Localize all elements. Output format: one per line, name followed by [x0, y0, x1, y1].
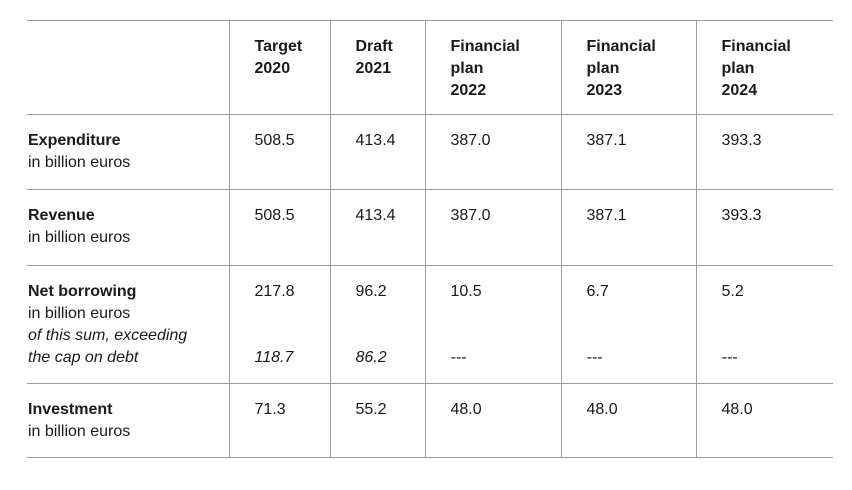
- row-label-investment: Investment in billion euros: [27, 383, 229, 458]
- header-row: Target 2020 Draft 2021 Financial plan 20…: [27, 20, 833, 115]
- cell-value: 6.7: [586, 283, 609, 300]
- cell-investment-plan-2024: 48.0: [695, 383, 833, 458]
- cell-revenue-plan-2023: 387.1: [560, 189, 696, 266]
- row-label-revenue: Revenue in billion euros: [27, 189, 229, 266]
- row-subtitle: in billion euros: [28, 154, 131, 171]
- cell-value: 217.8: [254, 283, 295, 300]
- row-subtitle: in billion euros: [28, 423, 131, 440]
- cell-note-value: ---: [586, 349, 603, 366]
- cell-note-value: ---: [450, 349, 467, 366]
- cell-expenditure-draft-2021: 413.4: [329, 114, 425, 190]
- cell-expenditure-target-2020: 508.5: [228, 114, 330, 190]
- cell-net-borrowing-plan-2022: 10.5 ---: [424, 265, 561, 384]
- financial-plan-table: Target 2020 Draft 2021 Financial plan 20…: [27, 20, 833, 458]
- cell-investment-plan-2023: 48.0: [560, 383, 696, 458]
- cell-investment-draft-2021: 55.2: [329, 383, 425, 458]
- cell-net-borrowing-plan-2024: 5.2 ---: [695, 265, 833, 384]
- row-label-expenditure: Expenditure in billion euros: [27, 114, 229, 190]
- cell-note-value: 118.7: [254, 349, 294, 366]
- cell-revenue-draft-2021: 413.4: [329, 189, 425, 266]
- cell-revenue-plan-2022: 387.0: [424, 189, 561, 266]
- cell-revenue-target-2020: 508.5: [228, 189, 330, 266]
- row-title: Investment: [28, 401, 113, 418]
- table-row-investment: Investment in billion euros 71.3 55.2 48…: [27, 383, 833, 458]
- row-subtitle: in billion euros: [28, 229, 131, 246]
- cell-value: 10.5: [450, 283, 482, 300]
- header-cell-financial-plan-2022: Financial plan 2022: [424, 20, 561, 115]
- row-label-net-borrowing: Net borrowing in billion euros of this s…: [27, 265, 229, 384]
- financial-plan-table-container: Target 2020 Draft 2021 Financial plan 20…: [27, 20, 833, 458]
- cell-expenditure-plan-2022: 387.0: [424, 114, 561, 190]
- cell-expenditure-plan-2024: 393.3: [695, 114, 833, 190]
- row-note: of this sum, exceeding the cap on debt: [28, 327, 188, 366]
- header-cell-empty: [27, 20, 229, 115]
- cell-net-borrowing-draft-2021: 96.2 86.2: [329, 265, 425, 384]
- cell-note-value: ---: [721, 349, 738, 366]
- header-cell-target-2020: Target 2020: [228, 20, 330, 115]
- header-cell-financial-plan-2024: Financial plan 2024: [695, 20, 833, 115]
- cell-investment-target-2020: 71.3: [228, 383, 330, 458]
- cell-revenue-plan-2024: 393.3: [695, 189, 833, 266]
- header-cell-financial-plan-2023: Financial plan 2023: [560, 20, 696, 115]
- cell-note-value: 86.2: [355, 349, 387, 366]
- cell-expenditure-plan-2023: 387.1: [560, 114, 696, 190]
- row-title: Net borrowing: [28, 283, 137, 300]
- cell-value: 5.2: [721, 283, 744, 300]
- cell-net-borrowing-target-2020: 217.8 118.7: [228, 265, 330, 384]
- header-cell-draft-2021: Draft 2021: [329, 20, 425, 115]
- cell-net-borrowing-plan-2023: 6.7 ---: [560, 265, 696, 384]
- table-row-net-borrowing: Net borrowing in billion euros of this s…: [27, 265, 833, 384]
- row-subtitle: in billion euros: [28, 305, 131, 322]
- table-row-expenditure: Expenditure in billion euros 508.5 413.4…: [27, 114, 833, 190]
- row-title: Expenditure: [28, 132, 121, 149]
- cell-investment-plan-2022: 48.0: [424, 383, 561, 458]
- cell-value: 96.2: [355, 283, 387, 300]
- table-row-revenue: Revenue in billion euros 508.5 413.4 387…: [27, 189, 833, 266]
- row-title: Revenue: [28, 207, 95, 224]
